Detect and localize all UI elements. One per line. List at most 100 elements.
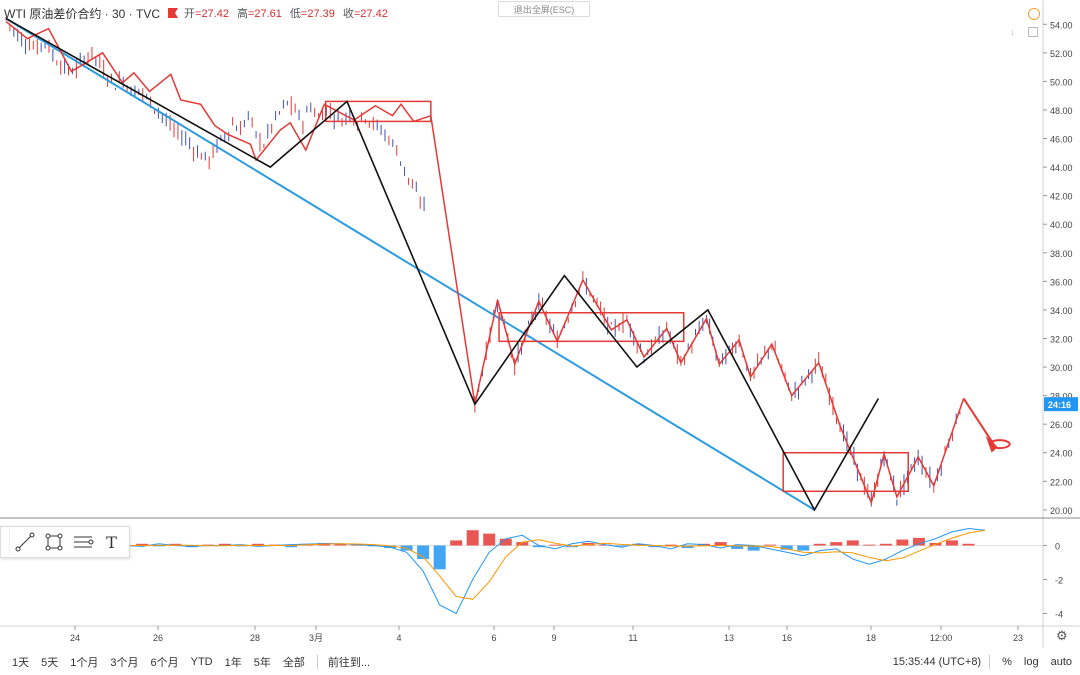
black-zigzag-line (5, 17, 880, 512)
time-tick-label: 9 (551, 633, 556, 643)
histogram-bar (483, 533, 496, 546)
macd-line (9, 527, 986, 615)
exit-fullscreen-button[interactable]: 退出全屏(ESC) (498, 1, 590, 17)
histogram-bar (714, 542, 727, 546)
time-tick-label: 24 (70, 633, 80, 643)
histogram-bar (549, 544, 562, 546)
time-tick-label: 16 (782, 633, 792, 643)
price-tick-label: 22.00 (1050, 477, 1073, 487)
time-tick-label: 12:00 (930, 633, 953, 643)
range-5d[interactable]: 5天 (41, 656, 59, 669)
price-tick-label: 54.00 (1050, 20, 1073, 30)
clock-icon[interactable] (1028, 8, 1040, 20)
goto-date-button[interactable]: 前往到... (327, 656, 371, 669)
price-tick-label: 42.00 (1050, 192, 1073, 202)
histogram-bar (152, 545, 165, 547)
flag-icon[interactable] (168, 8, 179, 18)
histogram-bar (466, 530, 479, 546)
download-arrow-icon[interactable]: ↓ (1010, 27, 1015, 38)
price-tick-label: 28.00 (1050, 392, 1073, 402)
price-tick-label: 24.00 (1050, 449, 1073, 459)
settings-gear-icon[interactable]: ⚙ (1056, 628, 1068, 643)
consolidation-box (498, 312, 685, 343)
trendline-tool-icon[interactable] (10, 528, 39, 556)
range-3m[interactable]: 3个月 (110, 656, 139, 669)
auto-toggle[interactable]: auto (1050, 655, 1072, 668)
histogram-bar (912, 537, 925, 546)
symbol-title[interactable]: WTI 原油差价合约 · 30 · TVC (4, 6, 161, 21)
chart-title-bar: WTI 原油差价合约 · 30 · TVC 开=27.42 高=27.61 低=… (4, 4, 396, 22)
indicator-tick-label: 0 (1055, 542, 1060, 552)
range-all[interactable]: 全部 (282, 656, 305, 669)
price-tick-label: 36.00 (1050, 277, 1073, 287)
histogram-bar (731, 545, 744, 549)
histogram-bar (863, 544, 876, 546)
ohlc-high: 高=27.61 (236, 8, 282, 20)
range-5y[interactable]: 5年 (253, 656, 271, 669)
price-tick-label: 32.00 (1050, 334, 1073, 344)
histogram-bar (516, 542, 529, 546)
histogram-bar (284, 545, 297, 548)
time-tick-label: 11 (628, 633, 637, 643)
ohlc-open: 开=27.42 (184, 8, 229, 20)
rectangle-tool-icon[interactable] (39, 528, 68, 556)
time-tick-label: 26 (153, 633, 163, 643)
histogram-bar (797, 545, 810, 551)
histogram-bar (764, 544, 777, 546)
current-price-label: 24:16 (1048, 400, 1071, 410)
target-arrow (962, 397, 995, 445)
percent-toggle[interactable]: % (1002, 655, 1012, 668)
log-toggle[interactable]: log (1023, 655, 1039, 668)
price-chart[interactable]: 54.00 52.00 50.00 48.00 46.00 44.00 42.00 40.00… (0, 0, 1080, 648)
support-trendline (5, 17, 815, 511)
price-tick-label: 46.00 (1050, 135, 1073, 145)
signal-line (9, 529, 986, 600)
red-zigzag-line (5, 20, 965, 506)
price-tick-label: 34.00 (1050, 306, 1073, 316)
range-ytd[interactable]: YTD (190, 655, 213, 668)
time-tick-label: 28 (250, 633, 260, 643)
range-1y[interactable]: 1年 (224, 656, 242, 669)
histogram-bar (433, 545, 446, 570)
price-tick-label: 44.00 (1050, 163, 1073, 173)
toolbox-grip[interactable] (1, 527, 10, 557)
histogram-bar (879, 543, 892, 546)
histogram-bar (665, 544, 678, 546)
toolbar-divider (316, 654, 318, 669)
time-tick-label: 3月 (309, 633, 323, 643)
price-tick-label: 26.00 (1050, 420, 1073, 430)
histogram-bar (830, 542, 843, 546)
ohlc-close: 收=27.42 (342, 8, 388, 20)
time-tick-label: 13 (724, 633, 734, 643)
ohlc-low: 低=27.39 (289, 8, 335, 20)
range-6m[interactable]: 6个月 (150, 656, 179, 669)
range-1d[interactable]: 1天 (12, 656, 30, 669)
histogram-bar (532, 545, 545, 548)
indicator-tick-label: -2 (1055, 576, 1063, 586)
target-ellipse (988, 439, 1011, 450)
histogram-bar (945, 540, 958, 546)
histogram-bar (615, 545, 628, 547)
time-tick-label: 23 (1013, 633, 1023, 643)
maximize-icon[interactable] (1028, 27, 1038, 37)
histogram-bar (334, 543, 347, 546)
text-tool-icon[interactable]: T (106, 532, 117, 552)
drawing-toolbox[interactable]: T (0, 526, 130, 558)
time-tick-label: 6 (491, 633, 496, 643)
toolbar-divider (989, 654, 991, 669)
consolidation-box (324, 100, 432, 123)
histogram-bar (681, 545, 694, 549)
price-tick-label: 38.00 (1050, 249, 1073, 259)
histogram-bar (846, 540, 859, 546)
histogram-bar (169, 543, 182, 546)
histogram-bar (450, 540, 463, 546)
parallel-channel-tool-icon[interactable] (68, 528, 97, 556)
price-tick-label: 52.00 (1050, 49, 1073, 59)
range-1m[interactable]: 1个月 (70, 656, 99, 669)
price-tick-label: 30.00 (1050, 363, 1073, 373)
target-arrowhead (985, 435, 998, 453)
consolidation-box (782, 451, 909, 493)
histogram-bar (136, 543, 149, 546)
bottom-right-controls: 15:35:44 (UTC+8) % log auto (881, 648, 1072, 675)
clock-readout[interactable]: 15:35:44 (UTC+8) (892, 655, 982, 668)
